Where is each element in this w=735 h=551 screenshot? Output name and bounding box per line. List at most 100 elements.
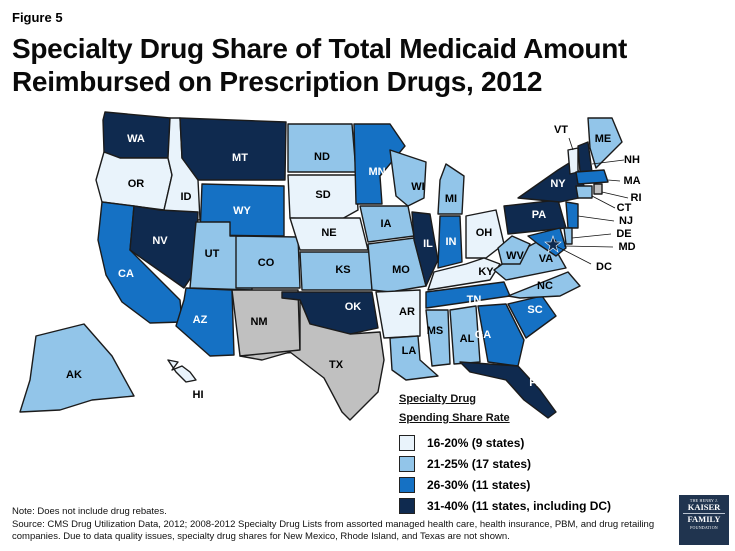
state-label-oh: OH (476, 227, 493, 239)
legend-item: 21-25% (17 states) (399, 453, 659, 474)
state-label-ia: IA (381, 218, 392, 230)
state-mt (179, 117, 287, 181)
state-label-co: CO (258, 257, 275, 269)
state-label-al: AL (460, 333, 475, 345)
legend: Specialty Drug Spending Share Rate 16-20… (399, 390, 659, 516)
state-label-nm: NM (250, 316, 267, 328)
legend-title-line-1: Specialty Drug (399, 393, 477, 405)
state-label-ks: KS (335, 264, 350, 276)
state-label-fl: FL (529, 377, 543, 389)
state-label-wi: WI (411, 181, 424, 193)
state-label-ky: KY (478, 266, 494, 278)
legend-item: 31-40% (11 states, including DC) (399, 495, 659, 516)
state-label-ma: MA (623, 175, 640, 187)
legend-swatch (399, 476, 415, 493)
state-label-ms: MS (427, 325, 444, 337)
state-label-il: IL (423, 238, 433, 250)
legend-label: 16-20% (9 states) (427, 435, 525, 450)
state-sd (287, 174, 359, 221)
state-label-nc: NC (537, 280, 553, 292)
leader-line-md (563, 245, 614, 248)
kff-logo: THE HENRY J. KAISER FAMILY FOUNDATION (679, 495, 729, 545)
state-nj (565, 201, 579, 229)
state-label-ar: AR (399, 306, 415, 318)
state-label-ga: GA (475, 329, 492, 341)
legend-items: 16-20% (9 states) 21-25% (17 states) 26-30… (399, 432, 659, 516)
state-label-pa: PA (532, 209, 547, 221)
state-fl (459, 361, 557, 419)
state-ct (575, 185, 593, 199)
state-label-mn: MN (368, 166, 385, 178)
title-line-1: Specialty Drug Share of Total Medicaid A… (12, 33, 628, 64)
state-label-wv: WV (506, 250, 524, 262)
state-label-ri: RI (631, 192, 642, 204)
leader-line-ri (601, 191, 629, 199)
state-il (411, 211, 439, 287)
leader-line-vt (568, 137, 574, 151)
state-ky (427, 257, 501, 291)
state-label-ut: UT (205, 248, 220, 260)
state-in (437, 215, 463, 269)
source-text: Source: CMS Drug Utilization Data, 2012;… (12, 518, 655, 543)
state-label-id: ID (181, 191, 192, 203)
state-nc (507, 271, 581, 299)
legend-swatch (399, 455, 415, 472)
state-al (449, 305, 481, 365)
legend-item: 16-20% (9 states) (399, 432, 659, 453)
legend-label: 21-25% (17 states) (427, 456, 532, 471)
page-title: Specialty Drug Share of Total Medicaid A… (12, 32, 712, 98)
state-label-mi: MI (445, 193, 457, 205)
state-me (587, 117, 623, 169)
state-label-nh: NH (624, 154, 640, 166)
state-co (235, 235, 301, 289)
state-nd (287, 123, 357, 173)
state-label-tn: TN (467, 294, 482, 306)
state-vt (567, 147, 579, 175)
state-label-me: ME (595, 133, 612, 145)
state-label-in: IN (446, 236, 457, 248)
legend-swatch (399, 434, 415, 451)
state-label-mo: MO (392, 264, 410, 276)
state-label-ny: NY (550, 178, 566, 190)
state-ma (575, 169, 609, 185)
state-label-wa: WA (127, 133, 145, 145)
state-label-ok: OK (345, 301, 362, 313)
state-label-sd: SD (315, 189, 330, 201)
legend-label: 26-30% (11 states) (427, 477, 531, 492)
logo-line-4: FOUNDATION (690, 525, 718, 530)
state-hi (167, 359, 197, 383)
state-label-wy: WY (233, 205, 251, 217)
state-label-vt: VT (554, 124, 568, 136)
state-label-ct: CT (617, 202, 632, 214)
leader-line-nh (591, 159, 625, 165)
state-ri (593, 183, 603, 195)
state-mi (437, 163, 465, 215)
state-label-mt: MT (232, 152, 248, 164)
title-line-2: Reimbursed on Prescription Drugs, 2012 (12, 66, 543, 97)
legend-label: 31-40% (11 states, including DC) (427, 498, 612, 513)
legend-item: 26-30% (11 states) (399, 474, 659, 495)
state-oh (465, 209, 505, 259)
state-label-sc: SC (527, 304, 542, 316)
state-label-nv: NV (152, 235, 168, 247)
state-ga (477, 303, 525, 367)
state-sc (507, 295, 557, 339)
state-ar (375, 289, 421, 339)
state-label-la: LA (402, 345, 417, 357)
state-mo (367, 237, 427, 293)
legend-title-line-2: Spending Share Rate (399, 412, 510, 424)
state-label-nj: NJ (619, 215, 633, 227)
state-label-va: VA (539, 253, 554, 265)
state-label-ca: CA (118, 268, 134, 280)
state-label-de: DE (616, 228, 631, 240)
footnotes: Note: Does not include drug rebates. Sou… (12, 506, 692, 544)
figure-label: Figure 5 (12, 10, 63, 25)
state-la (389, 335, 439, 381)
state-label-tx: TX (329, 359, 344, 371)
legend-swatch (399, 497, 415, 514)
state-label-az: AZ (193, 314, 208, 326)
state-wv (497, 235, 531, 265)
leader-line-de (571, 233, 612, 239)
note-text: Note: Does not include drug rebates. (12, 506, 167, 517)
